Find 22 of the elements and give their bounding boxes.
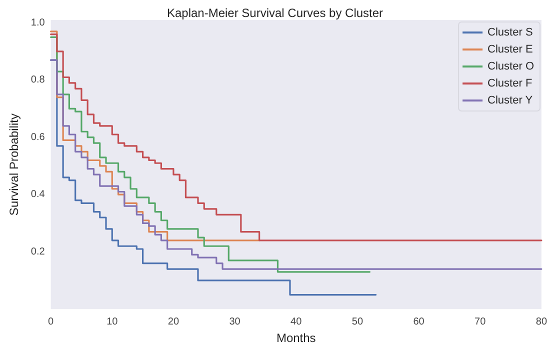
x-tick-label: 20	[168, 316, 180, 328]
y-tick-label: 0.8	[30, 74, 46, 86]
y-tick-label: 0.6	[30, 132, 46, 143]
legend-label: Cluster S	[488, 26, 533, 38]
x-tick-label: 40	[290, 316, 302, 328]
y-tick-label: 0.4	[30, 189, 46, 200]
legend-label: Cluster E	[488, 44, 533, 56]
x-tick-label: 50	[352, 316, 364, 328]
chart-title: Kaplan-Meier Survival Curves by Cluster	[166, 6, 384, 20]
y-axis-title: Survival Probability	[7, 114, 21, 216]
x-tick-label: 0	[48, 316, 54, 328]
x-tick-label: 10	[106, 316, 118, 328]
x-tick-label: 80	[536, 316, 548, 328]
legend-label: Cluster O	[488, 60, 534, 72]
legend-label: Cluster Y	[488, 94, 534, 106]
legend-label: Cluster F	[488, 78, 532, 90]
x-tick-label: 30	[229, 316, 241, 328]
y-tick-label: 1.0	[30, 17, 46, 28]
x-tick-label: 60	[413, 316, 425, 328]
y-tick-label: 0.2	[30, 246, 46, 258]
x-tick-label: 70	[474, 316, 486, 328]
x-axis-title: Months	[276, 331, 316, 345]
